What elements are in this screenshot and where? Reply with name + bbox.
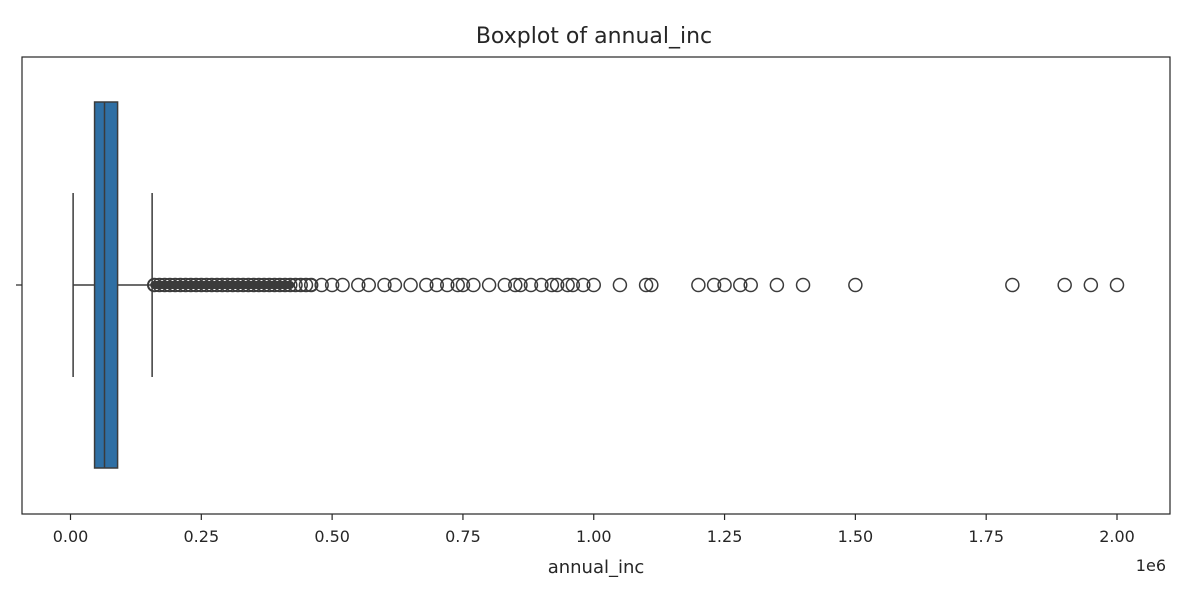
x-tick-label: 0.50: [314, 527, 350, 546]
outlier-point: [167, 277, 183, 293]
x-tick-label: 0.00: [53, 527, 89, 546]
x-tick-label: 1.25: [707, 527, 743, 546]
outlier-point: [152, 277, 167, 293]
outlier-point: [298, 277, 314, 293]
outlier-point: [178, 277, 193, 293]
outlier-point: [293, 277, 308, 293]
outlier-point: [230, 277, 246, 293]
outlier-point: [225, 277, 240, 293]
x-axis-label: annual_inc: [548, 557, 645, 578]
outlier-point: [508, 277, 523, 293]
outlier-point: [335, 277, 350, 293]
outlier-point: [251, 277, 267, 293]
outlier-point: [403, 277, 418, 293]
outlier-point: [743, 277, 758, 293]
x-tick-label: 2.00: [1099, 527, 1135, 546]
outlier-point: [455, 277, 471, 293]
outlier-point: [194, 277, 209, 293]
outlier-point: [361, 277, 377, 293]
outlier-point: [466, 277, 481, 293]
outlier-point: [549, 277, 565, 293]
outlier-point: [241, 277, 256, 293]
outlier-point: [204, 277, 220, 293]
outlier-point: [706, 277, 722, 293]
outlier-point: [267, 277, 282, 293]
outlier-point: [209, 277, 225, 293]
outlier-point: [283, 277, 298, 293]
outlier-point: [565, 277, 581, 293]
outlier-point: [1109, 277, 1125, 293]
x-tick-label: 0.75: [445, 527, 481, 546]
outlier-point: [513, 277, 528, 293]
outlier-point: [246, 277, 261, 293]
outlier-point: [324, 277, 340, 293]
outlier-point: [220, 277, 235, 293]
outlier-point: [173, 277, 188, 293]
outlier-point: [262, 277, 277, 293]
outlier-point: [272, 277, 288, 293]
outlier-point: [534, 277, 549, 293]
outlier-point: [157, 277, 172, 293]
outlier-point: [439, 277, 455, 293]
x-tick-label: 1.75: [968, 527, 1004, 546]
outlier-point: [377, 277, 392, 293]
outlier-point: [576, 277, 591, 293]
outlier-point: [497, 277, 513, 293]
outlier-point: [199, 277, 214, 293]
x-tick-label: 0.25: [184, 527, 220, 546]
outlier-point: [644, 277, 659, 293]
outlier-point: [429, 277, 445, 293]
outlier-point: [188, 277, 204, 293]
outlier-point: [848, 277, 863, 293]
outlier-point: [387, 277, 403, 293]
outlier-point: [586, 277, 601, 293]
outlier-point: [146, 277, 162, 293]
x-tick-label: 1.50: [838, 527, 874, 546]
x-axis: 0.00 0.25 0.50 0.75 1.00 1.25 1.50 1.75 2.00: [53, 514, 1135, 546]
outlier-point: [544, 277, 560, 293]
outlier-point: [638, 277, 654, 293]
box-element: [72, 101, 153, 469]
outlier-point: [256, 277, 272, 293]
outlier-point: [523, 277, 539, 293]
outlier-point: [214, 277, 230, 293]
outlier-point: [183, 277, 199, 293]
outlier-point: [314, 277, 329, 293]
outlier-point: [612, 277, 628, 293]
outlier-point: [1005, 277, 1020, 293]
outlier-point: [769, 277, 785, 293]
x-axis-offset-label: 1e6: [1136, 556, 1166, 575]
outlier-point: [162, 277, 178, 293]
outlier-point: [303, 277, 319, 293]
outlier-point: [1083, 277, 1099, 293]
outlier-point: [419, 277, 434, 293]
outlier-point: [235, 277, 251, 293]
outlier-point: [691, 277, 706, 293]
outlier-point: [733, 277, 748, 293]
x-tick-label: 1.00: [576, 527, 612, 546]
outlier-point: [795, 277, 811, 293]
outlier-point: [288, 277, 303, 293]
outliers: [146, 277, 1125, 293]
outlier-point: [450, 277, 465, 293]
outlier-point: [560, 277, 575, 293]
outlier-point: [717, 277, 732, 293]
outlier-point: [351, 277, 366, 293]
outlier-point: [277, 277, 293, 293]
chart-title: Boxplot of annual_inc: [476, 24, 712, 49]
outlier-point: [1057, 277, 1072, 293]
outlier-point: [481, 277, 497, 293]
iqr-box: [93, 101, 119, 469]
